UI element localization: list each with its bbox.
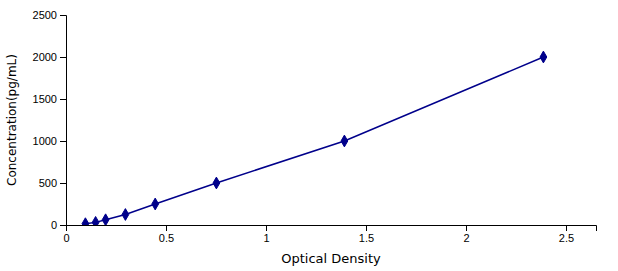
y-axis-title: Concentration(pg/mL) <box>5 54 19 186</box>
y-tick-mark <box>60 15 66 16</box>
x-tick: 0 <box>63 225 69 244</box>
y-tick: 1500 <box>33 93 66 105</box>
y-tick-mark <box>60 225 66 226</box>
y-tick-mark <box>60 99 66 100</box>
marker <box>213 177 220 189</box>
marker <box>540 51 547 63</box>
y-tick: 500 <box>39 177 66 189</box>
line <box>85 57 543 224</box>
marker <box>152 198 159 210</box>
marker <box>92 216 99 225</box>
x-tick: 0.5 <box>159 225 174 244</box>
y-tick: 1000 <box>33 135 66 147</box>
y-tick-mark <box>60 57 66 58</box>
y-tick: 0 <box>51 219 66 231</box>
y-tick: 2500 <box>33 9 66 21</box>
x-tick: 1.5 <box>359 225 374 244</box>
x-tick: 2.5 <box>559 225 574 244</box>
x-tick-label: 2.5 <box>559 232 574 244</box>
x-tick: 2 <box>463 225 469 244</box>
x-tick-label: 2 <box>463 232 469 244</box>
y-tick-label: 1000 <box>33 135 57 147</box>
x-tick-mark <box>466 225 467 231</box>
x-tick-label: 1 <box>263 232 269 244</box>
y-tick-mark <box>60 141 66 142</box>
y-axis: 0 500 1000 1500 2000 2500 <box>33 9 67 231</box>
plot: 0 0.5 1 1.5 2 2.5 0 500 1000 1500 2000 2500 <box>33 9 597 244</box>
x-tick-mark <box>366 225 367 231</box>
marker <box>122 209 129 221</box>
x-tick-label: 1.5 <box>359 232 374 244</box>
y-tick-label: 1500 <box>33 93 57 105</box>
y-tick-label: 500 <box>39 177 57 189</box>
x-tick: 1 <box>263 225 269 244</box>
x-axis-title: Optical Density <box>281 251 381 266</box>
series <box>82 51 547 225</box>
x-tick-mark <box>566 225 567 231</box>
y-tick-label: 2000 <box>33 51 57 63</box>
x-tick-label: 0 <box>63 232 69 244</box>
marker <box>341 135 348 147</box>
y-tick-label: 0 <box>51 219 57 231</box>
x-axis-line <box>67 226 597 232</box>
y-tick: 2000 <box>33 51 66 63</box>
y-tick-mark <box>60 183 66 184</box>
x-tick-mark <box>166 225 167 231</box>
chart: 0 0.5 1 1.5 2 2.5 0 500 1000 1500 2000 2500 Optical … <box>0 0 618 271</box>
marker <box>82 218 89 225</box>
marker <box>102 214 109 225</box>
y-tick-label: 2500 <box>33 9 57 21</box>
x-axis: 0 0.5 1 1.5 2 2.5 <box>63 225 596 244</box>
x-tick-label: 0.5 <box>159 232 174 244</box>
x-tick-mark <box>266 225 267 231</box>
y-axis-line <box>60 16 67 226</box>
